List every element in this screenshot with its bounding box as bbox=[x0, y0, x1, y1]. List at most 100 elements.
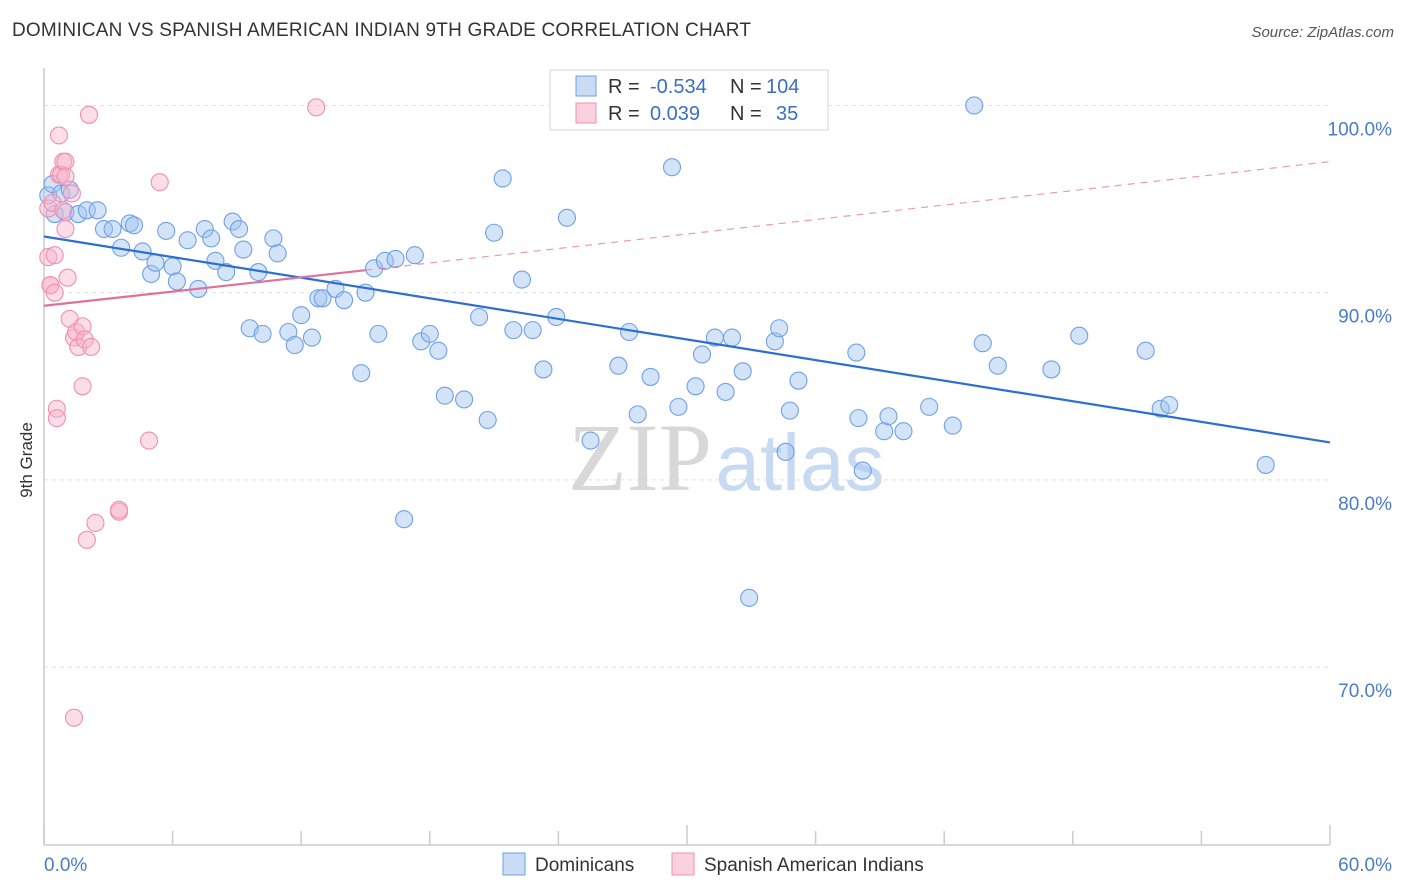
point-dominicans-81 bbox=[740, 588, 759, 607]
point-spanish-american-indians-7 bbox=[47, 399, 66, 418]
point-dominicans-45 bbox=[369, 324, 388, 343]
point-spanish-american-indians-35 bbox=[64, 708, 84, 727]
point-spanish-american-indians-4 bbox=[43, 193, 62, 212]
point-dominicans-90 bbox=[853, 461, 872, 480]
point-dominicans-104 bbox=[1256, 455, 1275, 474]
point-dominicans-49 bbox=[405, 246, 424, 265]
trend-lines bbox=[43, 161, 1331, 444]
series-legend: Dominicans Spanish American Indians bbox=[502, 852, 924, 876]
point-dominicans-96 bbox=[965, 96, 984, 115]
point-dominicans-101 bbox=[1136, 341, 1155, 360]
point-dominicans-57 bbox=[485, 223, 504, 242]
point-spanish-american-indians-27 bbox=[79, 105, 99, 124]
point-dominicans-13 bbox=[124, 216, 144, 235]
point-spanish-american-indians-15 bbox=[56, 152, 75, 171]
point-dominicans-79 bbox=[722, 328, 742, 347]
point-dominicans-87 bbox=[789, 371, 808, 390]
point-dominicans-94 bbox=[920, 397, 939, 416]
legend-r-value-2: 0.039 bbox=[650, 103, 700, 125]
point-dominicans-19 bbox=[167, 272, 186, 291]
point-dominicans-85 bbox=[776, 442, 795, 461]
point-dominicans-73 bbox=[662, 158, 682, 177]
point-dominicans-86 bbox=[780, 401, 799, 420]
point-spanish-american-indians-29 bbox=[86, 513, 105, 533]
point-dominicans-95 bbox=[943, 416, 962, 435]
point-dominicans-62 bbox=[534, 360, 553, 379]
legend-r-value-1: -0.534 bbox=[650, 76, 707, 98]
point-dominicans-31 bbox=[253, 324, 272, 343]
point-spanish-american-indians-5 bbox=[45, 283, 64, 302]
point-dominicans-66 bbox=[581, 431, 600, 450]
point-dominicans-54 bbox=[455, 390, 474, 409]
legend-n-value-1: 104 bbox=[766, 76, 799, 98]
point-dominicans-48 bbox=[395, 510, 414, 529]
y-axis-tick-labels: 100.0% 90.0% 80.0% 70.0% bbox=[1328, 119, 1393, 702]
point-dominicans-27 bbox=[229, 219, 249, 239]
point-dominicans-26 bbox=[223, 212, 242, 231]
point-spanish-american-indians-24 bbox=[73, 317, 92, 336]
point-dominicans-103 bbox=[1160, 395, 1179, 415]
point-dominicans-88 bbox=[847, 343, 866, 362]
stats-legend: R = -0.534 N = 104 R = 0.039 N = 35 bbox=[549, 69, 829, 131]
point-spanish-american-indians-1 bbox=[39, 248, 58, 267]
point-spanish-american-indians-14 bbox=[56, 219, 75, 239]
point-dominicans-70 bbox=[628, 405, 647, 424]
point-dominicans-17 bbox=[157, 221, 176, 240]
point-dominicans-16 bbox=[146, 253, 165, 272]
series-legend-label-dominicans: Dominicans bbox=[535, 855, 634, 876]
point-spanish-american-indians-16 bbox=[56, 167, 75, 186]
point-dominicans-93 bbox=[894, 422, 913, 441]
y-tick-label-1: 90.0% bbox=[1338, 307, 1392, 328]
point-dominicans-32 bbox=[264, 229, 283, 248]
legend-swatch-dominicans bbox=[575, 75, 597, 97]
point-spanish-american-indians-6 bbox=[45, 246, 64, 265]
point-dominicans-68 bbox=[609, 356, 628, 375]
point-dominicans-78 bbox=[716, 382, 735, 401]
point-dominicans-60 bbox=[512, 270, 532, 289]
y-tick-label-3: 70.0% bbox=[1338, 681, 1392, 702]
point-dominicans-41 bbox=[335, 291, 354, 310]
data-points bbox=[39, 96, 1275, 727]
point-dominicans-39 bbox=[313, 289, 332, 308]
point-dominicans-25 bbox=[217, 263, 236, 282]
legend-r-label-2: R = bbox=[608, 103, 640, 125]
point-dominicans-47 bbox=[386, 249, 405, 269]
point-dominicans-89 bbox=[849, 409, 868, 428]
x-tick-label-max: 60.0% bbox=[1338, 855, 1392, 876]
watermark-atlas: atlas bbox=[716, 418, 885, 507]
point-dominicans-20 bbox=[178, 231, 197, 250]
point-dominicans-52 bbox=[429, 341, 448, 360]
trend-extension-1 bbox=[365, 161, 1331, 271]
point-dominicans-71 bbox=[641, 367, 660, 386]
point-dominicans-75 bbox=[686, 377, 705, 396]
point-spanish-american-indians-33 bbox=[150, 173, 169, 192]
y-axis-label: 9th Grade bbox=[17, 422, 36, 498]
trend-line-1 bbox=[43, 269, 366, 307]
source-credit: Source: ZipAtlas.com bbox=[1251, 24, 1394, 41]
point-dominicans-38 bbox=[309, 289, 328, 308]
x-tick-label-min: 0.0% bbox=[44, 855, 87, 876]
point-dominicans-92 bbox=[879, 407, 898, 426]
point-spanish-american-indians-34 bbox=[307, 98, 326, 117]
legend-n-label-2: N = bbox=[730, 103, 762, 125]
point-dominicans-42 bbox=[352, 364, 371, 383]
point-dominicans-36 bbox=[292, 306, 311, 325]
point-dominicans-23 bbox=[202, 229, 221, 248]
point-spanish-american-indians-9 bbox=[49, 126, 69, 145]
point-spanish-american-indians-17 bbox=[58, 268, 77, 287]
point-dominicans-15 bbox=[142, 264, 161, 284]
point-dominicans-102 bbox=[1151, 399, 1170, 418]
point-dominicans-61 bbox=[523, 321, 542, 340]
point-dominicans-98 bbox=[988, 356, 1007, 375]
point-dominicans-8 bbox=[88, 201, 107, 220]
point-spanish-american-indians-23 bbox=[73, 377, 92, 396]
legend-n-label-1: N = bbox=[730, 76, 762, 98]
point-dominicans-84 bbox=[770, 319, 789, 338]
point-spanish-american-indians-28 bbox=[82, 337, 101, 357]
point-dominicans-74 bbox=[669, 397, 688, 416]
point-spanish-american-indians-32 bbox=[139, 431, 159, 450]
point-dominicans-76 bbox=[692, 345, 712, 364]
point-dominicans-56 bbox=[478, 410, 497, 430]
point-dominicans-34 bbox=[279, 322, 298, 342]
